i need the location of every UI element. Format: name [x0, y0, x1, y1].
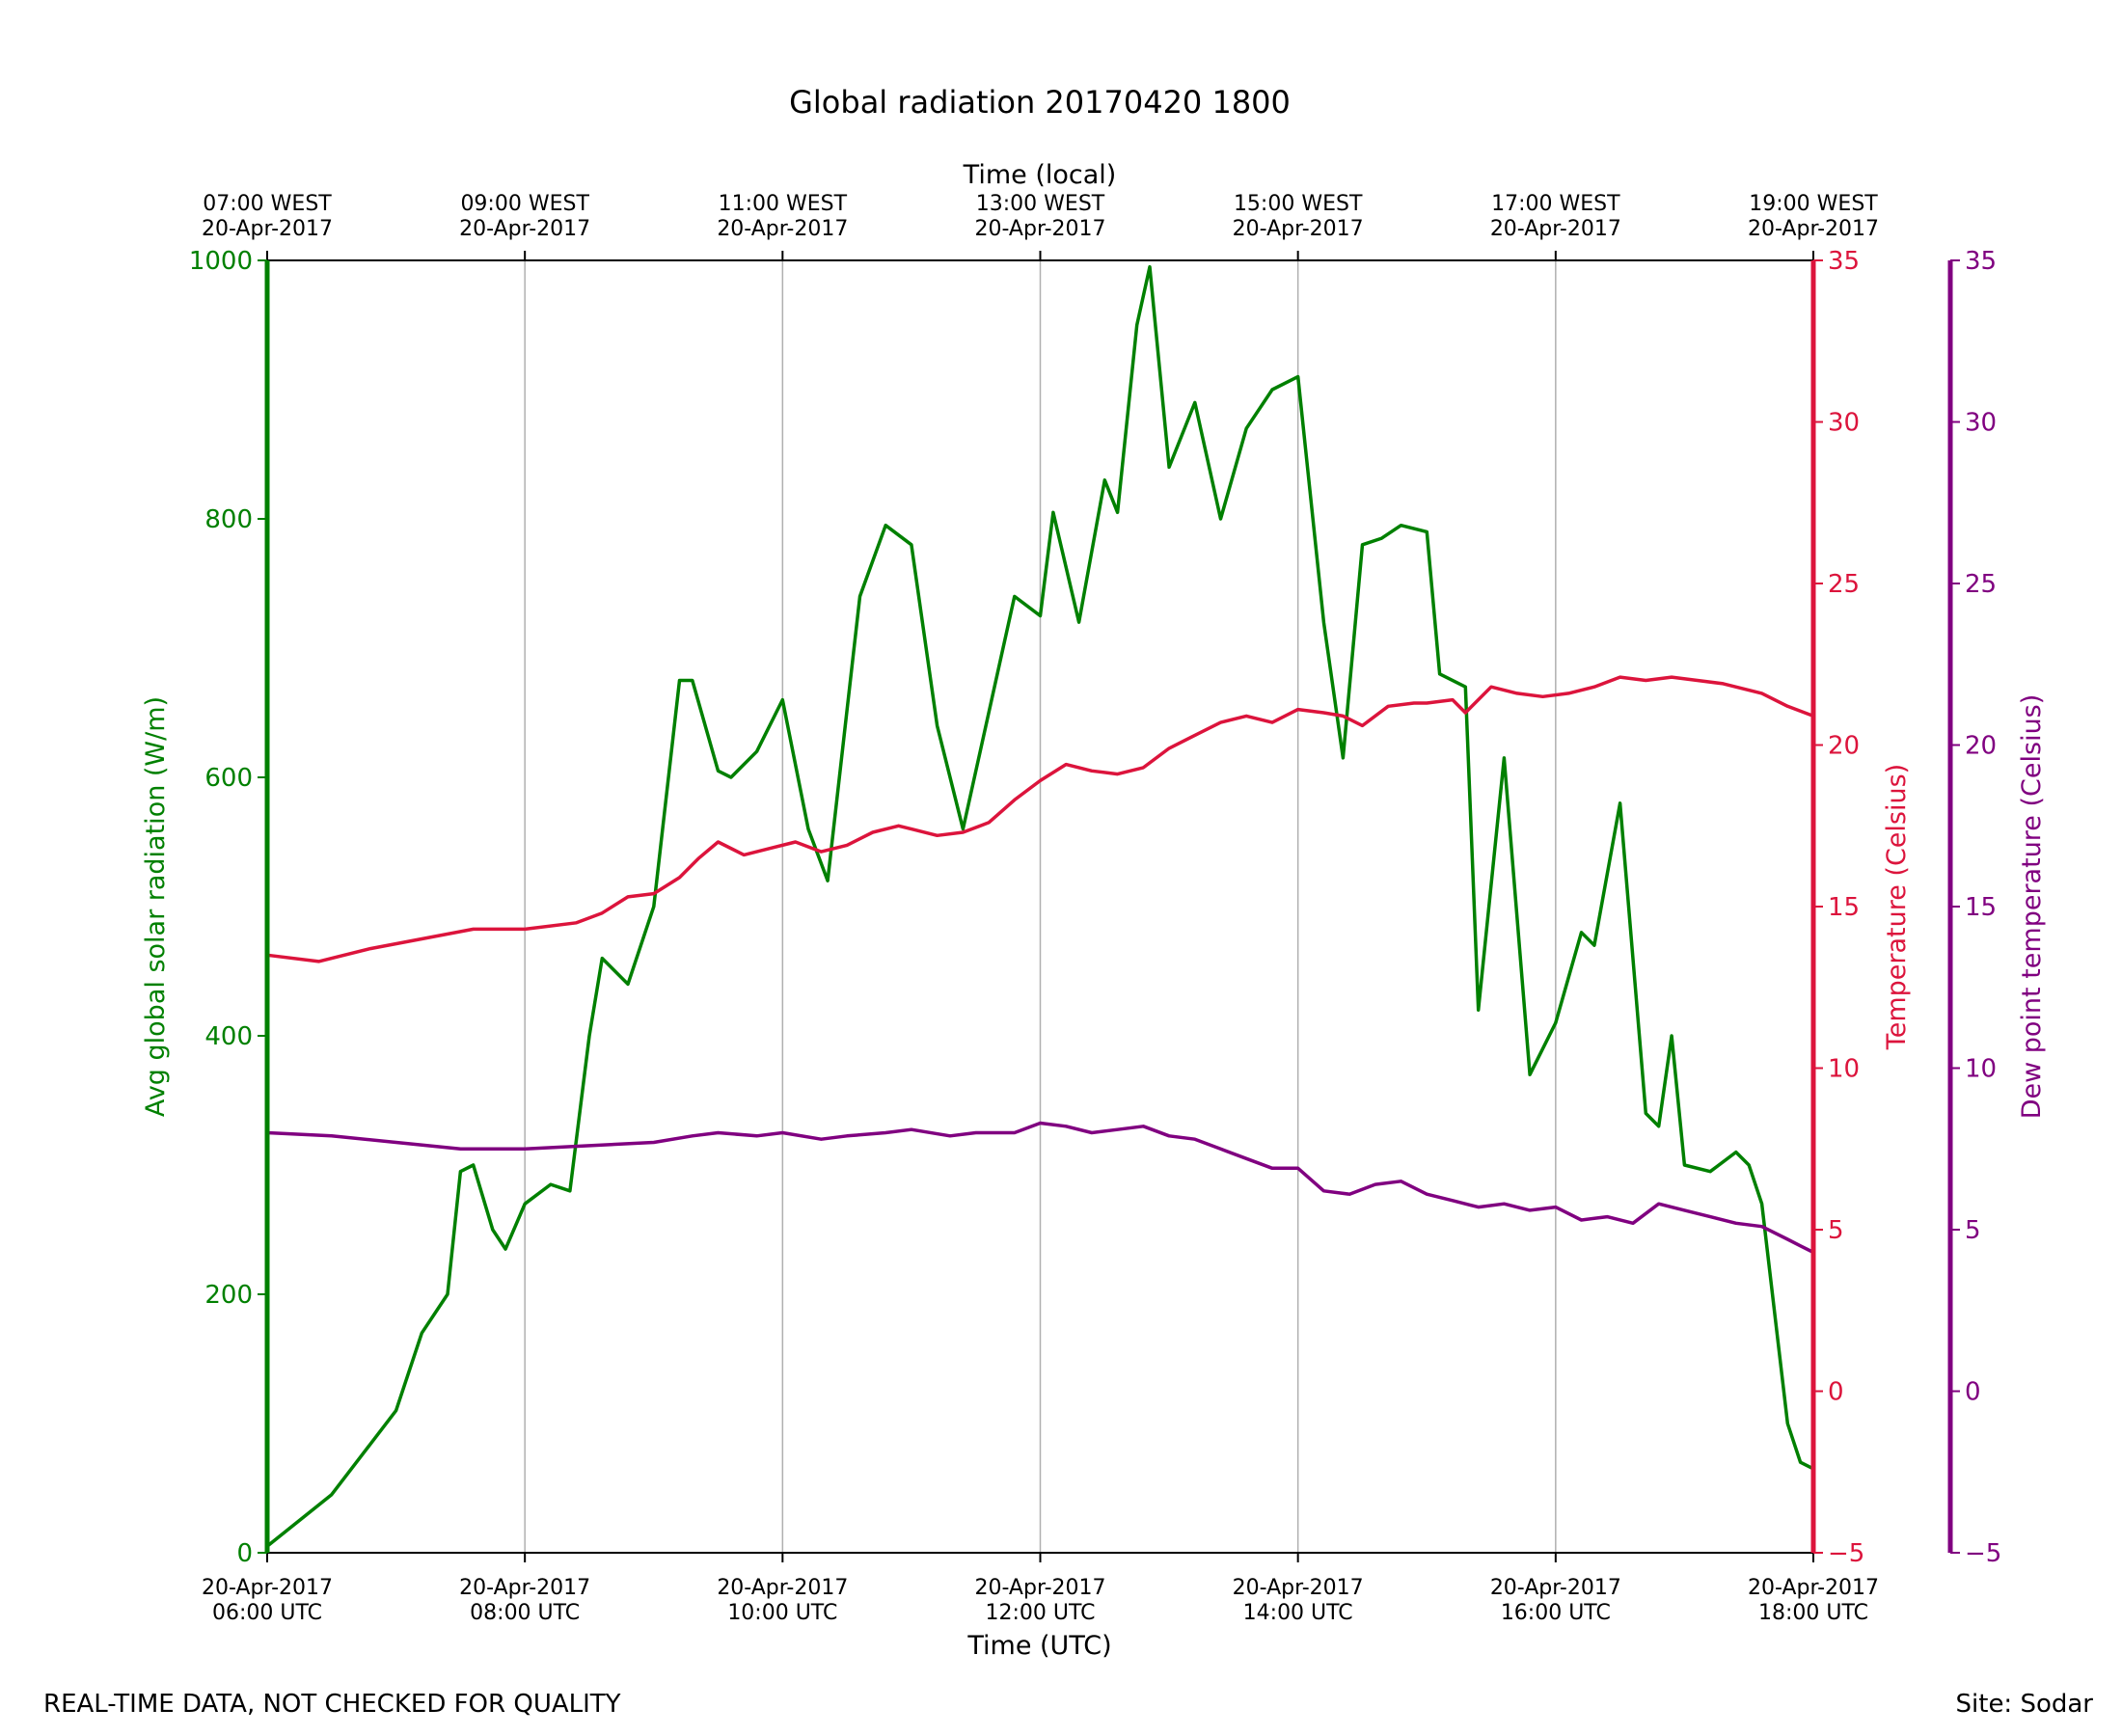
x-tick-top-date-5: 20-Apr-2017	[1490, 217, 1621, 241]
temperature-tick-label-0: −5	[1828, 1539, 1864, 1568]
dewpoint-tick-label-6: 25	[1965, 570, 1997, 599]
x-tick-top-time-2: 11:00 WEST	[719, 192, 848, 216]
radiation-tick-label-2: 400	[204, 1022, 253, 1051]
y-ticks-radiation: 0 200 400 600 800 1000	[189, 247, 267, 1568]
x-tick-top-date-0: 20-Apr-2017	[202, 217, 333, 241]
temperature-axis-label: Temperature (Celsius)	[1882, 764, 1912, 1050]
dewpoint-tick-label-7: 30	[1965, 409, 1997, 438]
radiation-tick-label-4: 800	[204, 505, 253, 534]
radiation-tick-label-3: 600	[204, 764, 253, 793]
x-tick-top-date-2: 20-Apr-2017	[717, 217, 848, 241]
temperature-tick-label-8: 35	[1828, 247, 1860, 276]
x-tick-bottom-time-0: 06:00 UTC	[212, 1601, 322, 1625]
x-tick-bottom-date-2: 20-Apr-2017	[717, 1576, 848, 1600]
y-ticks-temperature: −5 0 5 10 15 20 25 30 35	[1813, 247, 1864, 1568]
dewpoint-axis-label: Dew point temperature (Celsius)	[2017, 694, 2047, 1120]
series-dewpoint	[266, 1121, 1814, 1255]
y-ticks-dewpoint: −5 0 5 10 15 20 25 30 35	[1950, 247, 2001, 1568]
x-tick-top-date-3: 20-Apr-2017	[974, 217, 1105, 241]
x-tick-bottom-time-1: 08:00 UTC	[470, 1601, 580, 1625]
x-tick-bottom-time-3: 12:00 UTC	[985, 1601, 1095, 1625]
chart-title: Global radiation 20170420 1800	[789, 84, 1291, 121]
dewpoint-tick-label-3: 10	[1965, 1055, 1997, 1084]
x-tick-bottom-time-2: 10:00 UTC	[727, 1601, 837, 1625]
grid-lines	[524, 260, 1557, 1553]
x-tick-top-date-1: 20-Apr-2017	[459, 217, 590, 241]
dewpoint-tick-label-0: −5	[1965, 1539, 2001, 1568]
dewpoint-tick-label-5: 20	[1965, 732, 1997, 761]
x-tick-bottom-date-5: 20-Apr-2017	[1490, 1576, 1621, 1600]
dewpoint-tick-label-2: 5	[1965, 1216, 1981, 1245]
temperature-tick-label-2: 5	[1828, 1216, 1844, 1245]
quality-note: REAL-TIME DATA, NOT CHECKED FOR QUALITY	[43, 1690, 621, 1719]
x-tick-top-date-4: 20-Apr-2017	[1233, 217, 1364, 241]
x-tick-top-date-6: 20-Apr-2017	[1748, 217, 1879, 241]
x-axis-top-label: Time (local)	[963, 160, 1117, 190]
temperature-tick-label-6: 25	[1828, 570, 1860, 599]
series-radiation	[265, 264, 1814, 1548]
x-tick-top-time-3: 13:00 WEST	[976, 192, 1105, 216]
series-line-radiation	[265, 264, 1814, 1548]
x-tick-bottom-date-3: 20-Apr-2017	[974, 1576, 1105, 1600]
series-line-dewpoint	[266, 1121, 1814, 1255]
x-tick-bottom-date-6: 20-Apr-2017	[1748, 1576, 1879, 1600]
x-tick-bottom-time-5: 16:00 UTC	[1501, 1601, 1611, 1625]
temperature-tick-label-5: 20	[1828, 732, 1860, 761]
x-tick-top-time-1: 09:00 WEST	[460, 192, 589, 216]
series-temperature	[266, 675, 1814, 963]
dewpoint-tick-label-8: 35	[1965, 247, 1997, 276]
x-tick-bottom-date-1: 20-Apr-2017	[459, 1576, 590, 1600]
temperature-tick-label-1: 0	[1828, 1378, 1844, 1407]
site-label: Site: Sodar	[1956, 1690, 2094, 1719]
series-line-temperature	[266, 675, 1814, 963]
x-tick-top-time-5: 17:00 WEST	[1491, 192, 1620, 216]
x-axis-label: Time (UTC)	[966, 1631, 1111, 1661]
temperature-tick-label-4: 15	[1828, 893, 1860, 922]
temperature-tick-label-3: 10	[1828, 1055, 1860, 1084]
x-tick-bottom-date-0: 20-Apr-2017	[202, 1576, 333, 1600]
radiation-tick-label-5: 1000	[189, 247, 253, 276]
x-tick-bottom-time-6: 18:00 UTC	[1758, 1601, 1868, 1625]
radiation-tick-label-0: 0	[236, 1539, 253, 1568]
x-tick-top-time-0: 07:00 WEST	[203, 192, 332, 216]
dewpoint-tick-label-4: 15	[1965, 893, 1997, 922]
dewpoint-tick-label-1: 0	[1965, 1378, 1981, 1407]
radiation-axis-label: Avg global solar radiation (W/m)	[141, 696, 171, 1117]
x-tick-bottom-date-4: 20-Apr-2017	[1233, 1576, 1364, 1600]
x-tick-bottom-time-4: 14:00 UTC	[1243, 1601, 1353, 1625]
x-tick-top-time-6: 19:00 WEST	[1749, 192, 1878, 216]
temperature-tick-label-7: 30	[1828, 409, 1860, 438]
radiation-tick-label-1: 200	[204, 1281, 253, 1310]
x-tick-top-time-4: 15:00 WEST	[1234, 192, 1363, 216]
